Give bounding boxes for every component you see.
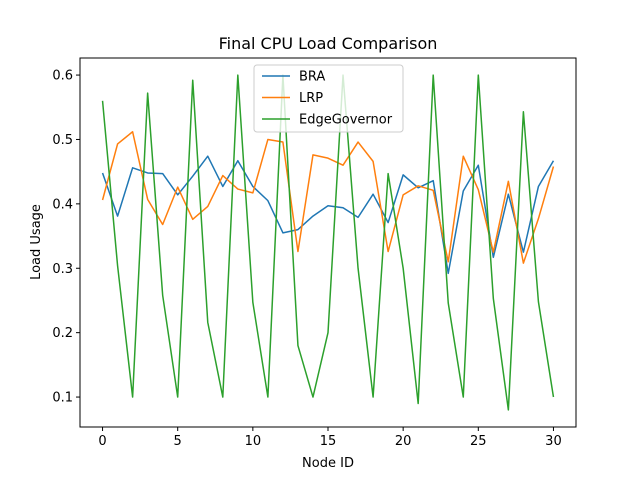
chart-title: Final CPU Load Comparison	[219, 34, 438, 53]
legend-box	[253, 64, 404, 133]
x-tick-label: 10	[245, 434, 262, 449]
y-tick-label: 0.6	[52, 69, 73, 84]
x-tick-label: 5	[174, 434, 182, 449]
x-axis-label: Node ID	[302, 456, 354, 471]
y-axis: 0.1 0.2 0.3 0.4 0.5 0.6	[52, 69, 80, 406]
legend-label-edgegovernor: EdgeGovernor	[299, 113, 393, 128]
y-tick-label: 0.3	[52, 262, 73, 277]
plot-area	[101, 74, 555, 411]
series-line-edgegovernor	[101, 74, 555, 411]
y-tick-label: 0.1	[52, 391, 73, 406]
x-tick-label: 15	[320, 434, 337, 449]
y-tick-label: 0.5	[52, 133, 73, 148]
y-tick-label: 0.2	[52, 326, 73, 341]
series-line-bra	[101, 155, 555, 275]
y-tick-label: 0.4	[52, 197, 73, 212]
series-line-lrp	[101, 130, 555, 264]
x-tick-label: 0	[98, 434, 106, 449]
x-tick-label: 30	[545, 434, 562, 449]
legend-label-lrp: LRP	[299, 91, 323, 106]
x-axis: 0 5 10 15 20 25 30	[98, 427, 562, 449]
x-tick-label: 25	[470, 434, 487, 449]
legend: BRA LRP EdgeGovernor	[253, 64, 404, 133]
y-axis-label: Load Usage	[29, 204, 44, 280]
x-tick-label: 20	[395, 434, 412, 449]
legend-label-bra: BRA	[299, 70, 325, 85]
